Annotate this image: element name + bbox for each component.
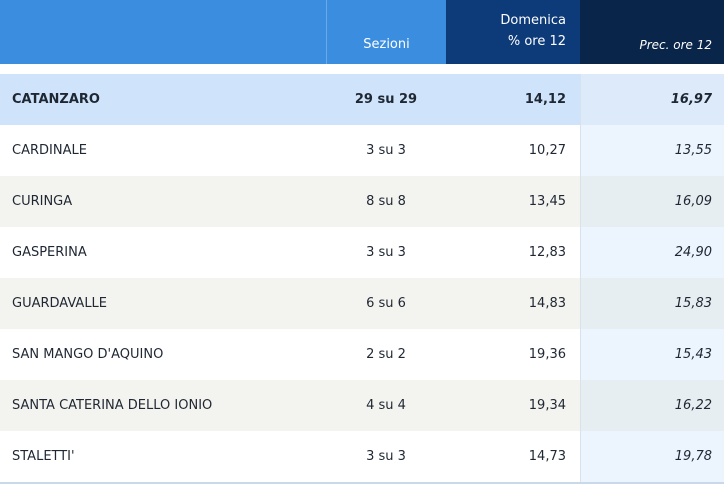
table-row: GASPERINA 3 su 3 12,83 24,90 bbox=[0, 227, 724, 278]
table-row: CURINGA 8 su 8 13,45 16,09 bbox=[0, 176, 724, 227]
row-name: SAN MANGO D'AQUINO bbox=[12, 347, 164, 362]
row-sezioni: 4 su 4 bbox=[366, 398, 406, 413]
row-domenica: 12,83 bbox=[528, 245, 566, 260]
header-domenica: Domenica % ore 12 bbox=[446, 0, 580, 64]
row-prec: 13,55 bbox=[580, 125, 724, 176]
header-gap bbox=[0, 64, 724, 74]
row-sezioni: 29 su 29 bbox=[354, 92, 418, 107]
row-prec: 16,97 bbox=[580, 74, 724, 125]
row-domenica: 19,34 bbox=[528, 398, 566, 413]
row-sezioni: 3 su 3 bbox=[366, 449, 406, 464]
header-domenica-day: Domenica bbox=[500, 13, 566, 28]
row-domenica: 14,73 bbox=[528, 449, 566, 464]
table-row: SAN MANGO D'AQUINO 2 su 2 19,36 15,43 bbox=[0, 329, 724, 380]
row-sezioni: 3 su 3 bbox=[366, 245, 406, 260]
row-sezioni: 2 su 2 bbox=[366, 347, 406, 362]
row-prec: 19,78 bbox=[580, 431, 724, 482]
row-domenica: 19,36 bbox=[528, 347, 566, 362]
table-row: GUARDAVALLE 6 su 6 14,83 15,83 bbox=[0, 278, 724, 329]
row-domenica: 10,27 bbox=[528, 143, 566, 158]
row-domenica: 14,83 bbox=[528, 296, 566, 311]
row-name: SANTA CATERINA DELLO IONIO bbox=[12, 398, 213, 413]
row-name: STALETTI' bbox=[12, 449, 75, 464]
row-sezioni: 8 su 8 bbox=[366, 194, 406, 209]
row-domenica: 13,45 bbox=[528, 194, 566, 209]
row-prec: 24,90 bbox=[580, 227, 724, 278]
table-row: CARDINALE 3 su 3 10,27 13,55 bbox=[0, 125, 724, 176]
total-row: CATANZARO 29 su 29 14,12 16,97 bbox=[0, 74, 724, 125]
row-prec: 16,09 bbox=[580, 176, 724, 227]
header-domenica-time: % ore 12 bbox=[507, 34, 566, 49]
row-prec: 15,43 bbox=[580, 329, 724, 380]
row-prec: 15,83 bbox=[580, 278, 724, 329]
row-sezioni: 6 su 6 bbox=[366, 296, 406, 311]
row-name: CARDINALE bbox=[12, 143, 87, 158]
table-row: SANTA CATERINA DELLO IONIO 4 su 4 19,34 … bbox=[0, 380, 724, 431]
header-name bbox=[0, 0, 326, 64]
header-sezioni: Sezioni bbox=[326, 0, 446, 64]
table-header: Sezioni Domenica % ore 12 Prec. ore 12 bbox=[0, 0, 724, 64]
row-name: CATANZARO bbox=[12, 92, 100, 107]
row-domenica: 14,12 bbox=[524, 92, 566, 107]
header-prec: Prec. ore 12 bbox=[580, 0, 724, 64]
table-bottom-border bbox=[0, 482, 724, 484]
row-name: CURINGA bbox=[12, 194, 73, 209]
row-name: GUARDAVALLE bbox=[12, 296, 108, 311]
row-name: GASPERINA bbox=[12, 245, 87, 260]
table-row: STALETTI' 3 su 3 14,73 19,78 bbox=[0, 431, 724, 482]
row-sezioni: 3 su 3 bbox=[366, 143, 406, 158]
row-prec: 16,22 bbox=[580, 380, 724, 431]
